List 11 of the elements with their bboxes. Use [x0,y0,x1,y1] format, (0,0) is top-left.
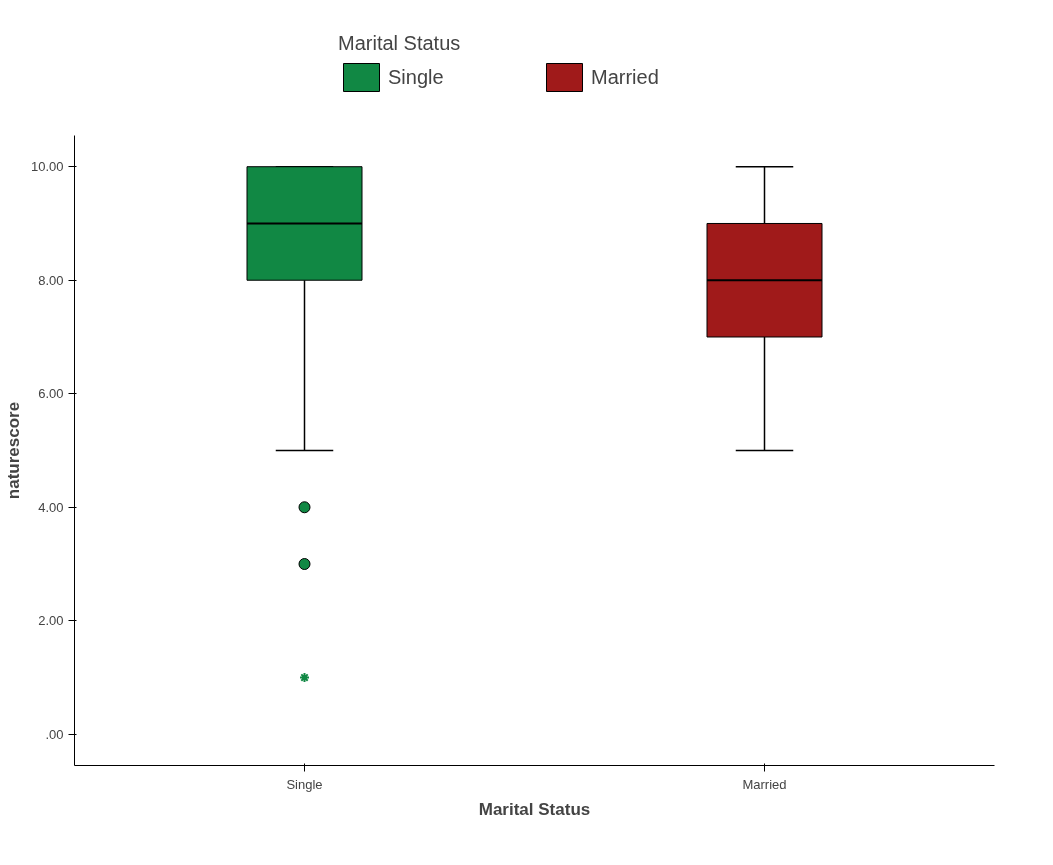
y-tick-label: 2.00 [38,613,64,629]
legend-title: Marital Status [338,31,462,54]
y-tick-label: 8.00 [38,272,64,288]
legend-label: Single [388,65,445,88]
y-tick-label: 4.00 [38,499,64,515]
y-tick-label: 6.00 [38,386,64,402]
y-axis-title: naturescore [3,401,23,500]
y-tick-label: .00 [45,726,64,742]
legend-label: Married [591,65,660,88]
y-tick-label: 10.00 [30,159,64,175]
x-axis-title: Marital Status [478,799,591,819]
